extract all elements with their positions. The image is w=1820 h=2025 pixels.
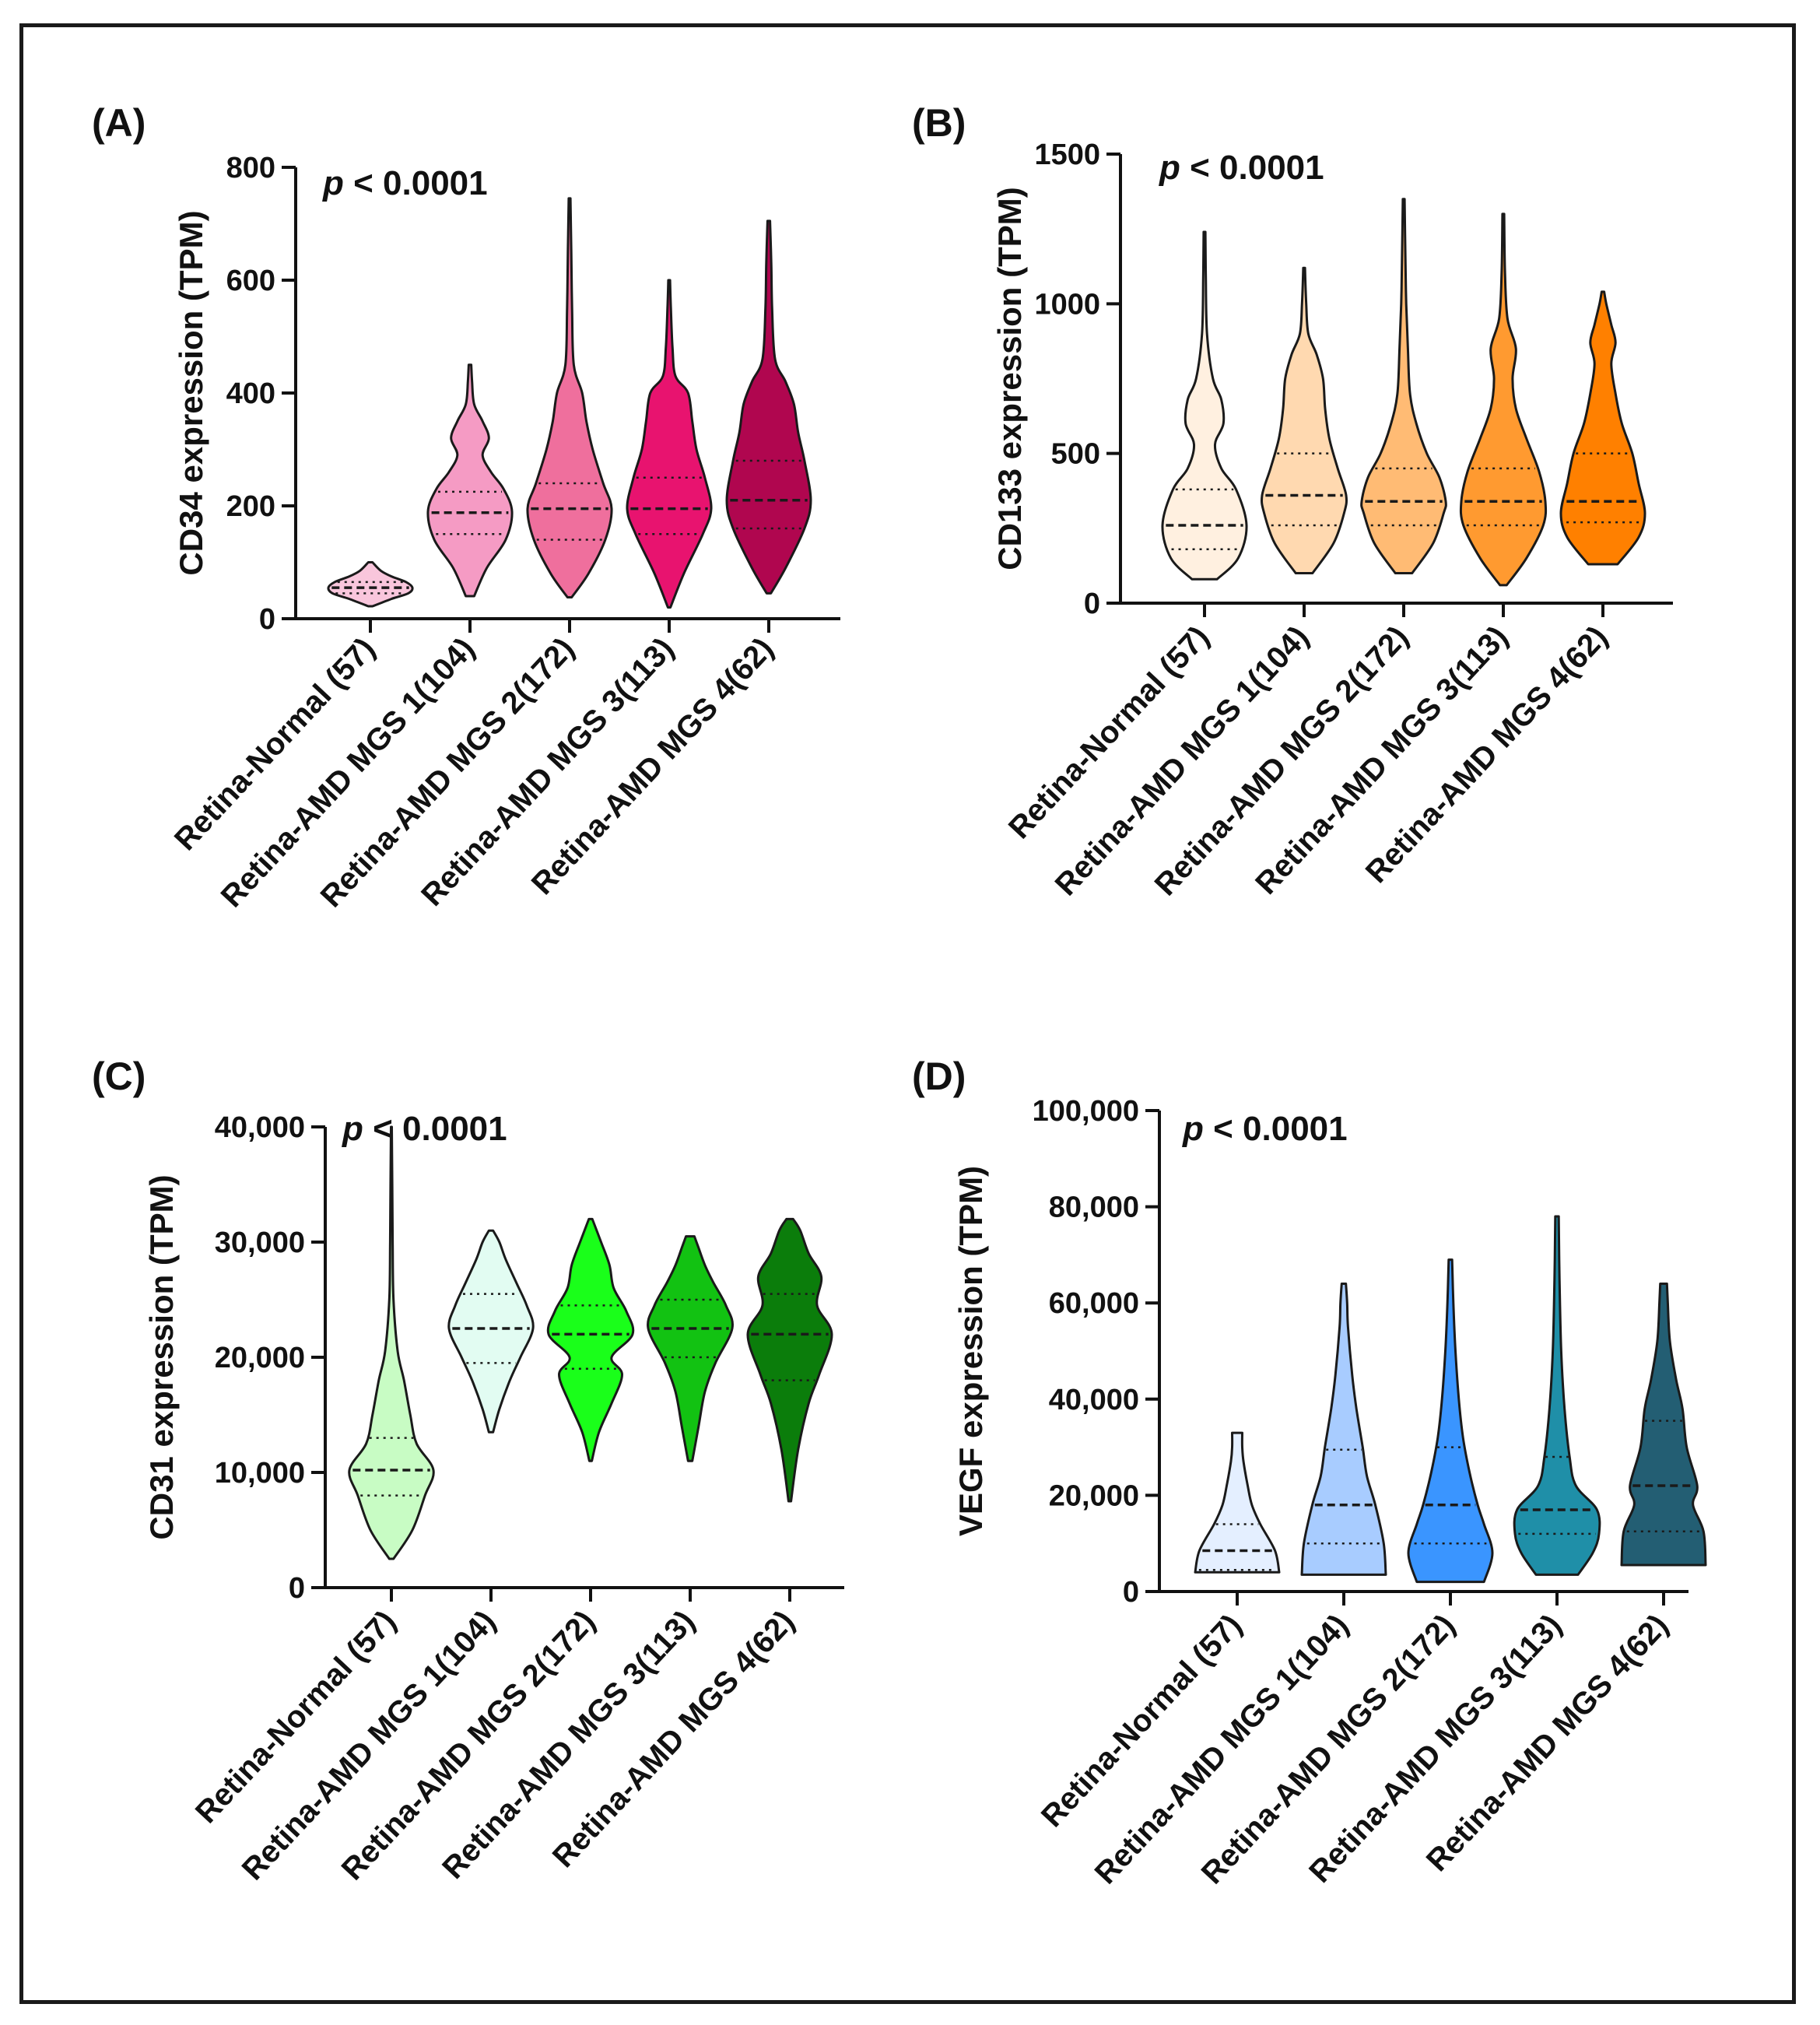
violin-3 — [546, 1217, 635, 1462]
p-symbol: p — [322, 164, 344, 202]
chart-panel-b: (B) CD133 expression (TPM) 0 500 1000 1500 p <… — [912, 101, 1673, 902]
p-symbol: p — [342, 1110, 363, 1148]
p-value-annotation: p < 0.0001 — [342, 1110, 507, 1148]
chart-panel-d: (D) VEGF expression (TPM) 0 20,000 40,000 60,… — [912, 1055, 1707, 1890]
violin-3 — [1360, 198, 1447, 574]
violin-body — [348, 1125, 435, 1560]
y-tick-label: 100,000 — [1033, 1095, 1139, 1128]
violin-body — [626, 279, 713, 609]
y-tick-label: 500 — [1051, 438, 1100, 471]
x-category-label: Retina-Normal (57) — [1002, 619, 1216, 845]
p-value-annotation: p < 0.0001 — [1182, 1110, 1348, 1148]
y-tick-label: 800 — [226, 152, 275, 184]
violin-4 — [1513, 1215, 1601, 1576]
y-tick-label: 0 — [289, 1572, 305, 1605]
violin-2 — [447, 1229, 535, 1434]
violin-5 — [1620, 1283, 1707, 1567]
chart-panel-c: (C) CD31 expression (TPM) 0 10,000 20,000 30,… — [92, 1055, 844, 1886]
panel-letter: (D) — [912, 1055, 966, 1098]
violin-body — [447, 1229, 535, 1434]
y-axis-label: CD34 expression (TPM) — [173, 210, 209, 575]
violin-5 — [746, 1217, 833, 1503]
violin-body — [1194, 1431, 1281, 1574]
p-threshold: < 0.0001 — [1204, 1110, 1348, 1148]
y-tick-label: 0 — [1084, 588, 1100, 620]
y-tick-label: 40,000 — [215, 1111, 305, 1144]
violin-1 — [327, 561, 414, 608]
y-axis-label: CD31 expression (TPM) — [143, 1174, 180, 1539]
violin-body — [1407, 1258, 1494, 1584]
violin-body — [327, 561, 414, 608]
violin-2 — [1260, 266, 1348, 574]
y-tick-label: 0 — [259, 603, 275, 636]
violin-3 — [526, 197, 613, 598]
violin-body — [1161, 230, 1248, 581]
violin-body — [1559, 290, 1646, 566]
violin-4 — [1459, 212, 1548, 587]
violin-body — [1260, 266, 1348, 574]
y-tick-label: 10,000 — [215, 1457, 305, 1490]
violin-body — [1459, 212, 1548, 587]
y-tick-label: 30,000 — [215, 1227, 305, 1259]
violin-2 — [1300, 1283, 1387, 1576]
panel-letter: (C) — [92, 1055, 146, 1098]
y-tick-label: 200 — [226, 490, 275, 523]
y-axis-label: CD133 expression (TPM) — [991, 187, 1028, 570]
p-threshold: < 0.0001 — [363, 1110, 507, 1148]
y-tick-label: 600 — [226, 265, 275, 297]
y-tick-label: 20,000 — [215, 1342, 305, 1374]
p-threshold: < 0.0001 — [1180, 149, 1324, 187]
y-tick-label: 400 — [226, 377, 275, 410]
violin-body — [546, 1217, 635, 1462]
violin-3 — [1407, 1258, 1494, 1584]
violin-4 — [626, 279, 713, 609]
violin-body — [426, 363, 514, 598]
p-threshold: < 0.0001 — [344, 164, 488, 202]
violin-body — [1513, 1215, 1601, 1576]
violin-body — [1620, 1283, 1707, 1567]
violin-body — [526, 197, 613, 598]
p-symbol: p — [1182, 1110, 1204, 1148]
violin-body — [746, 1217, 833, 1503]
y-tick-label: 60,000 — [1049, 1287, 1139, 1320]
violin-body — [647, 1235, 734, 1462]
violin-1 — [348, 1125, 435, 1560]
violin-body — [1300, 1283, 1387, 1576]
violin-1 — [1161, 230, 1248, 581]
x-category-label: Retina-Normal (57) — [168, 631, 382, 857]
y-tick-label: 20,000 — [1049, 1479, 1139, 1512]
p-value-annotation: p < 0.0001 — [1159, 149, 1324, 187]
y-tick-label: 0 — [1123, 1576, 1139, 1609]
p-symbol: p — [1159, 149, 1180, 187]
violin-2 — [426, 363, 514, 598]
violin-5 — [725, 219, 812, 595]
y-tick-label: 80,000 — [1049, 1191, 1139, 1224]
chart-panel-a: (A) CD34 expression (TPM) 0 200 400 600 800 p <… — [92, 101, 840, 914]
x-category-label: Retina-Normal (57) — [189, 1604, 403, 1830]
violin-1 — [1194, 1431, 1281, 1574]
panel-letter: (B) — [912, 101, 966, 145]
violin-4 — [647, 1235, 734, 1462]
panel-letter: (A) — [92, 101, 146, 145]
y-tick-label: 1500 — [1034, 139, 1100, 171]
y-axis-label: VEGF expression (TPM) — [952, 1166, 989, 1536]
x-category-label: Retina-Normal (57) — [1035, 1608, 1249, 1834]
y-tick-label: 40,000 — [1049, 1384, 1139, 1416]
violin-body — [725, 219, 812, 595]
y-tick-label: 1000 — [1034, 288, 1100, 321]
violin-body — [1360, 198, 1447, 574]
violin-5 — [1559, 290, 1646, 566]
p-value-annotation: p < 0.0001 — [322, 164, 488, 202]
